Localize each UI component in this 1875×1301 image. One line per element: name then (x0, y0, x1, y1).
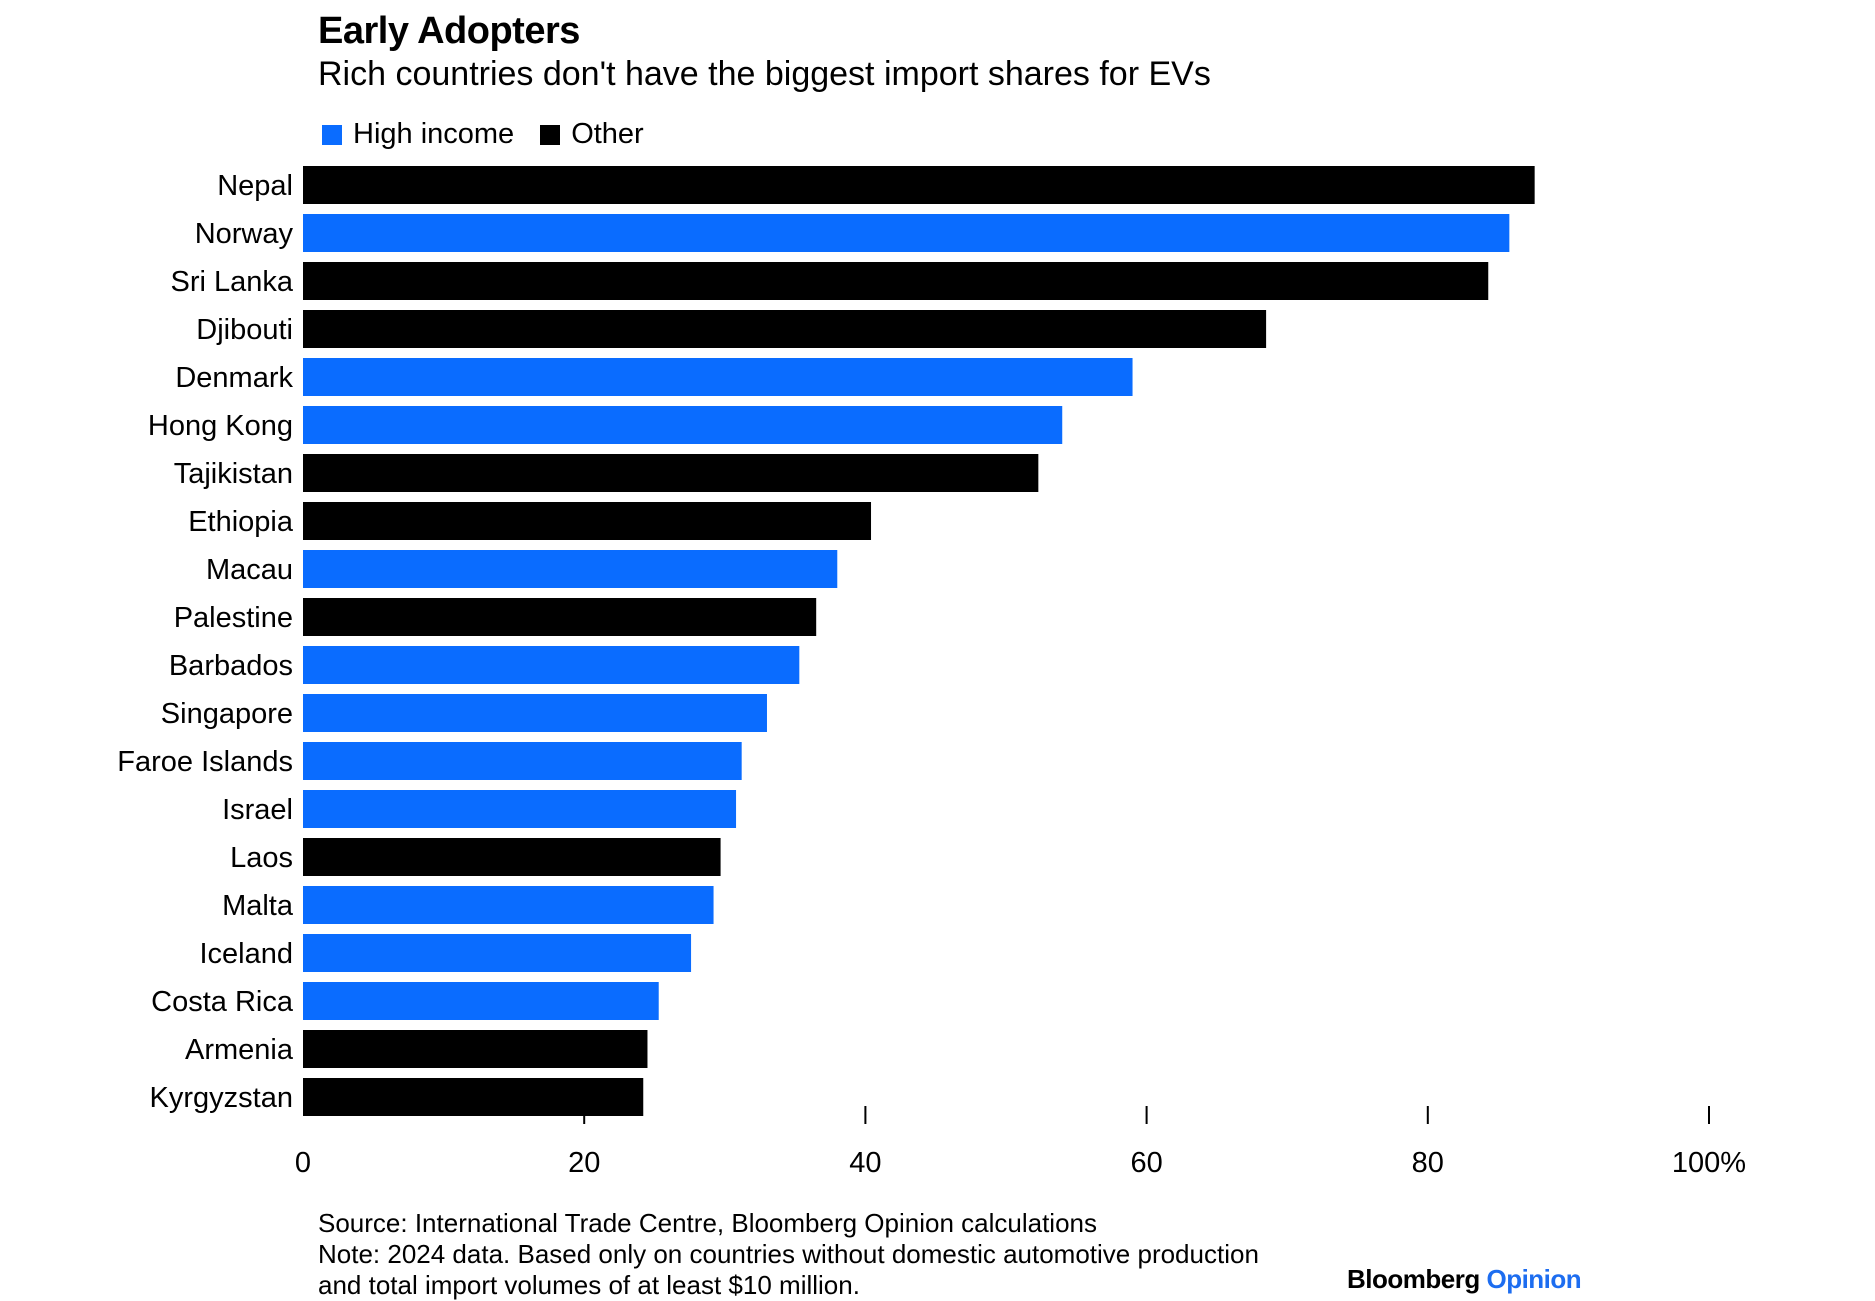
category-label-norway: Norway (195, 218, 294, 250)
bar-armenia (303, 1030, 648, 1068)
x-tick-label-0: 0 (295, 1147, 311, 1179)
brand-logo: Bloomberg Opinion (1347, 1264, 1582, 1295)
category-label-macau: Macau (206, 554, 293, 586)
bar-norway (303, 214, 1510, 252)
x-tick-label-80: 80 (1412, 1147, 1444, 1179)
bar-malta (303, 886, 714, 924)
category-label-faroe-islands: Faroe Islands (117, 746, 293, 778)
x-tick-label-20: 20 (568, 1147, 600, 1179)
category-label-nepal: Nepal (217, 170, 293, 202)
category-label-singapore: Singapore (161, 698, 293, 730)
bar-palestine (303, 598, 817, 636)
x-tick-label-60: 60 (1130, 1147, 1162, 1179)
category-label-palestine: Palestine (174, 602, 293, 634)
category-label-djibouti: Djibouti (196, 314, 293, 346)
brand-suffix: Opinion (1486, 1264, 1582, 1294)
bar-barbados (303, 646, 800, 684)
category-label-malta: Malta (222, 890, 294, 922)
legend-swatch-other (540, 124, 561, 145)
category-label-laos: Laos (230, 842, 293, 874)
legend-swatch-high-income (322, 124, 342, 145)
category-label-ethiopia: Ethiopia (188, 506, 294, 538)
category-label-sri-lanka: Sri Lanka (170, 266, 293, 298)
bar-costa-rica (303, 982, 659, 1020)
bar-tajikistan (303, 454, 1039, 492)
bar-ethiopia (303, 502, 872, 540)
legend-label-other: Other (571, 118, 644, 150)
legend-item-other: Other (540, 118, 644, 151)
bar-kyrgyzstan (303, 1078, 644, 1116)
source-text: Source: International Trade Centre, Bloo… (318, 1208, 1097, 1238)
bar-djibouti (303, 310, 1267, 348)
bar-singapore (303, 694, 767, 732)
chart-subtitle: Rich countries don't have the biggest im… (318, 55, 1211, 93)
legend: High income Other (322, 118, 670, 151)
bar-faroe-islands (303, 742, 742, 780)
category-label-tajikistan: Tajikistan (174, 458, 293, 490)
x-tick-label-40: 40 (849, 1147, 881, 1179)
bar-laos (303, 838, 721, 876)
bar-israel (303, 790, 737, 828)
chart-title: Early Adopters (318, 10, 580, 52)
note-text-line1: Note: 2024 data. Based only on countries… (318, 1239, 1259, 1269)
footer: Source: International Trade Centre, Bloo… (318, 1208, 1259, 1301)
bar-hong-kong (303, 406, 1063, 444)
x-tick-label-100: 100% (1672, 1147, 1746, 1179)
note-text-line2: and total import volumes of at least $10… (318, 1270, 860, 1300)
bar-iceland (303, 934, 692, 972)
category-label-denmark: Denmark (175, 362, 293, 394)
brand-name: Bloomberg (1347, 1264, 1480, 1294)
category-label-hong-kong: Hong Kong (148, 410, 293, 442)
category-label-armenia: Armenia (185, 1034, 294, 1066)
category-label-iceland: Iceland (199, 938, 293, 970)
category-label-barbados: Barbados (169, 650, 293, 682)
category-label-kyrgyzstan: Kyrgyzstan (150, 1082, 293, 1114)
bar-denmark (303, 358, 1133, 396)
bar-chart: Nepal Norway Sri Lanka Djibouti Denmark Hong … (117, 166, 1746, 1179)
legend-item-high-income: High income (322, 118, 514, 151)
legend-label-high-income: High income (353, 118, 515, 150)
bar-macau (303, 550, 838, 588)
bar-sri-lanka (303, 262, 1489, 300)
bar-nepal (303, 166, 1535, 204)
category-label-israel: Israel (222, 794, 293, 826)
category-label-costa-rica: Costa Rica (151, 986, 294, 1018)
